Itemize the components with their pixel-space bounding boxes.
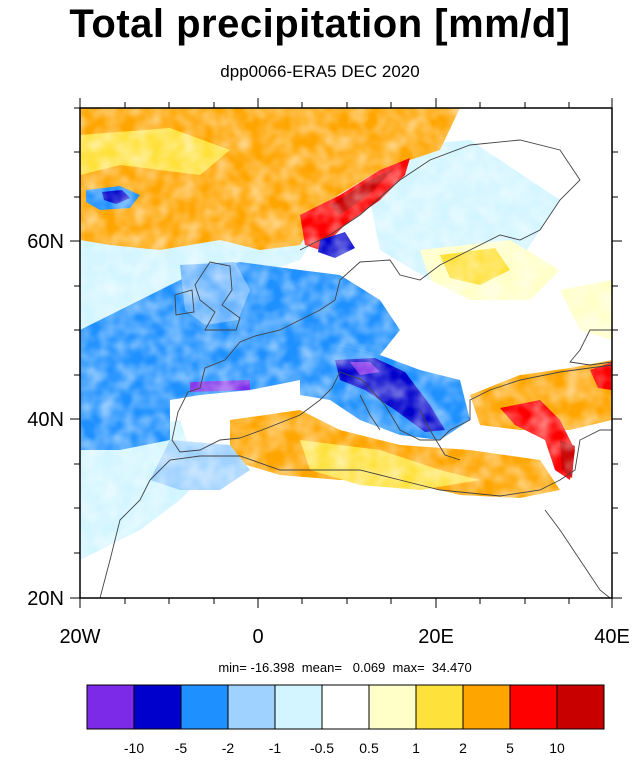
colorbar-box	[133, 684, 182, 730]
stat-min-value: -16.398	[250, 660, 295, 675]
map-statistics: min= -16.398 mean= 0.069 max= 34.470	[0, 660, 640, 675]
colorbar-box	[556, 684, 605, 730]
colorbar-box	[180, 684, 229, 730]
stat-min-label: min=	[218, 660, 251, 675]
map-plot-area	[80, 108, 612, 598]
colorbar-boxes	[86, 684, 605, 730]
map-subtitle: dpp0066-ERA5 DEC 2020	[220, 62, 420, 81]
x-tick-40e: 40E	[594, 626, 630, 648]
stat-mean-label: mean=	[294, 660, 353, 675]
x-tick-0: 0	[252, 626, 263, 648]
colorbar-label: -0.5	[310, 740, 334, 756]
stat-mean-value: 0.069	[352, 660, 386, 675]
map-frame	[79, 107, 613, 599]
y-tick-40n: 40N	[27, 409, 64, 431]
y-tick-60n: 60N	[27, 231, 64, 253]
colorbar-labels: -10 -5 -2 -1 -0.5 0.5 1 2 5 10	[124, 740, 565, 756]
colorbar-label: -2	[222, 740, 235, 756]
colorbar-box	[368, 684, 417, 730]
stat-max-label: max=	[385, 660, 432, 675]
colorbar-label: 1	[412, 740, 420, 756]
coastlines	[99, 139, 612, 598]
map-title: Total precipitation [mm/d]	[69, 2, 571, 46]
map-texture	[80, 108, 612, 598]
x-tick-20w: 20W	[59, 626, 100, 648]
colorbar-label: -10	[124, 740, 144, 756]
colorbar-box	[415, 684, 464, 730]
colorbar-box	[227, 684, 276, 730]
colorbar-label: -5	[175, 740, 188, 756]
colorbar-label: 5	[506, 740, 514, 756]
tick-marks	[70, 98, 622, 608]
y-tick-20n: 20N	[27, 588, 64, 610]
axis-labels: 60N 40N 20N 20W 0 20E 40E	[27, 231, 630, 648]
colorbar-box	[274, 684, 323, 730]
colorbar-box	[86, 684, 135, 730]
colorbar-box	[509, 684, 558, 730]
colorbar-label: 10	[549, 740, 565, 756]
colorbar-label: 2	[459, 740, 467, 756]
stat-max-value: 34.470	[431, 660, 472, 675]
x-tick-20e: 20E	[418, 626, 454, 648]
colorbar-box	[462, 684, 511, 730]
colorbar-label: 0.5	[359, 740, 379, 756]
colorbar-label: -1	[269, 740, 282, 756]
colorbar-box	[321, 684, 370, 730]
